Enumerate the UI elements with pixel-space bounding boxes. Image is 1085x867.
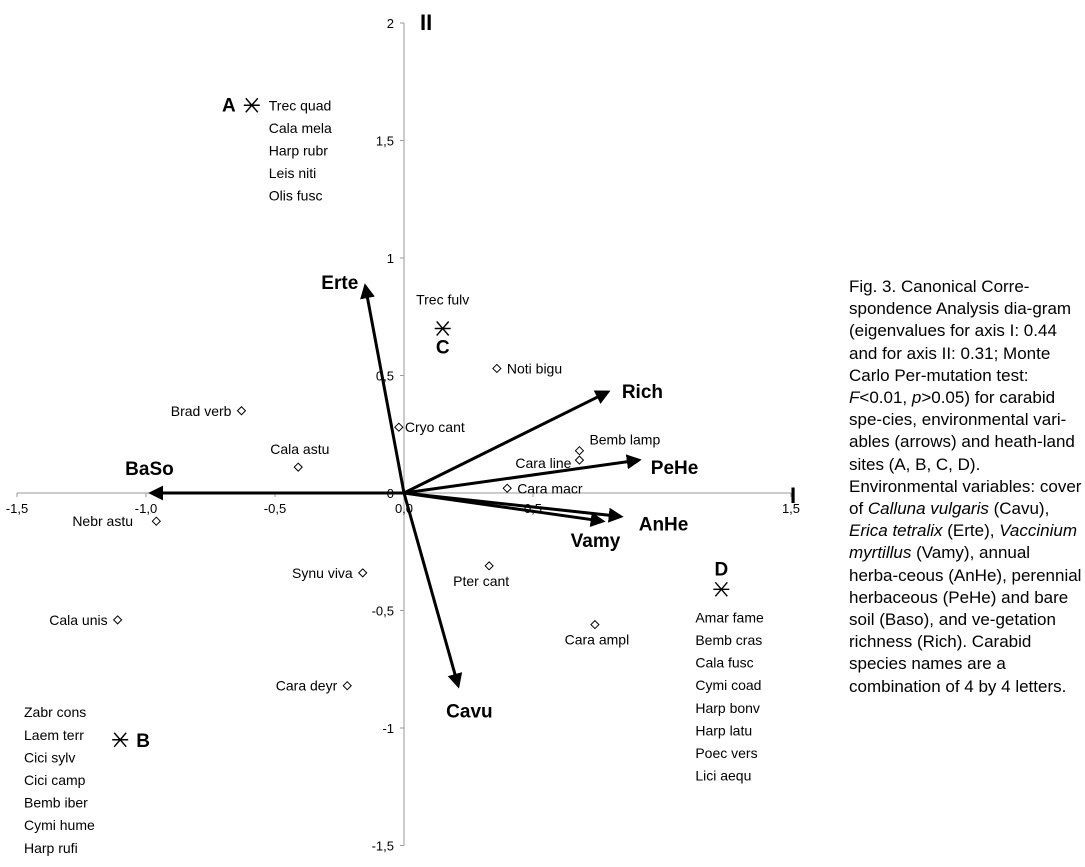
caption-calluna: Calluna vulgaris [867, 499, 989, 519]
env-label-erte: Erte [321, 273, 358, 294]
site-label-a: A [222, 95, 236, 116]
x-tick-label: 1,5 [782, 501, 800, 516]
x-axis-label: I [790, 483, 796, 508]
site-marker-d [713, 581, 730, 597]
site-label-d: D [714, 559, 728, 580]
env-label-cavu: Cavu [446, 702, 492, 723]
site-b-species: Zabr cons [24, 704, 86, 720]
site-b-species: Cici camp [24, 772, 86, 788]
species-point-synu-viva [358, 568, 368, 578]
site-label-b: B [136, 731, 150, 752]
env-label-rich: Rich [622, 382, 663, 403]
species-point-cara-macr [502, 483, 512, 494]
species-point-brad-verb [236, 406, 247, 416]
species-point-bemb-lamp [574, 445, 585, 456]
env-label-baso: BaSo [125, 459, 174, 480]
caption-text-4: (Cavu), [988, 499, 1050, 519]
y-tick-label: -0,5 [372, 604, 394, 619]
caption-text-6: (Vamy), annual herba-ceous (AnHe), peren… [849, 543, 1082, 696]
species-label-bemb-lamp: Bemb lamp [589, 432, 660, 448]
caption-text-3: >0.05) for carabid spe-cies, environment… [849, 388, 1082, 519]
site-a-species: Harp rubr [269, 142, 328, 158]
arrow-pehe [403, 454, 642, 495]
caption-vaccinium: Vaccinium myrtillus [849, 521, 1077, 563]
y-tick-label: -1,5 [372, 839, 394, 854]
site-a-species: Leis niti [269, 165, 316, 181]
caption-text-1: Fig. 3. Canonical Corre-spondence Analys… [849, 277, 1072, 385]
cca-plot: -1,5-1,0-0,50,00,51,521,510,50-0,5-1-1,5… [6, 10, 800, 856]
species-label-synu-viva: Synu viva [292, 565, 353, 581]
site-b-species: Cymi hume [24, 817, 95, 833]
site-marker-c [434, 321, 451, 336]
species-label-cara-macr: Cara macr [517, 480, 583, 496]
caption-text-2: <0.01, [859, 388, 912, 408]
site-label-c: C [436, 338, 450, 359]
species-point-cara-ampl [590, 619, 600, 630]
figure-caption: Fig. 3. Canonical Corre-spondence Analys… [849, 276, 1083, 698]
arrow-erte [360, 283, 406, 494]
site-b-species: Harp rufi [24, 840, 78, 856]
species-point-cala-unis [112, 615, 123, 625]
site-d-species: Amar fame [695, 609, 764, 625]
site-a-species: Olis fusc [269, 188, 323, 204]
y-axis-label: II [420, 10, 432, 35]
species-label-pter-cant: Pter cant [453, 573, 509, 589]
species-label-cryo-cant: Cryo cant [405, 419, 465, 435]
species-label-cara-line: Cara line [515, 455, 571, 471]
species-label-cara-ampl: Cara ampl [565, 632, 630, 648]
caption-erica: Erica tetralix [849, 521, 943, 541]
site-b-species: Cici sylv [24, 749, 75, 765]
species-point-nebr-astu [151, 516, 162, 526]
y-tick-label: 0,5 [376, 369, 394, 384]
species-point-cara-deyr [342, 680, 352, 691]
x-tick-label: -0,5 [264, 501, 286, 516]
site-d-species: Harp bonv [695, 700, 760, 716]
species-label-cala-unis: Cala unis [49, 612, 107, 628]
environmental-arrows: Erte Rich PeHe BaSo AnHe Vamy Cavu [125, 273, 698, 723]
site-d-species: Lici aequ [695, 768, 751, 784]
species-point-cryo-cant [394, 422, 404, 432]
y-tick-label: 2 [387, 16, 394, 31]
site-b-species: Laem terr [24, 727, 84, 743]
heathland-sites: A Trec quad Cala mela Harp rubr Leis niti Oli… [24, 95, 764, 856]
site-d-species: Cymi coad [695, 677, 761, 693]
species-label-noti-bigu: Noti bigu [507, 360, 562, 376]
site-a-species: Cala mela [269, 120, 332, 136]
site-c-species: Trec fulv [416, 292, 469, 308]
tick-labels: -1,5-1,0-0,50,00,51,521,510,50-0,5-1-1,5 [6, 16, 800, 854]
species-points: Noti bigu Brad verb Cryo cant Cala astu Bemb… [49, 360, 660, 693]
species-point-cara-line [574, 455, 585, 465]
caption-p-symbol: p [911, 388, 922, 408]
species-point-pter-cant [484, 561, 494, 571]
site-d-species: Harp latu [695, 722, 752, 738]
y-tick-label: 1,5 [376, 134, 394, 149]
env-label-vamy: Vamy [571, 531, 621, 552]
arrow-cavu [402, 492, 463, 689]
y-tick-label: 1 [387, 251, 394, 266]
caption-f-symbol: F [849, 388, 860, 408]
arrow-vamy [403, 491, 606, 527]
site-d-species: Cala fusc [695, 655, 753, 671]
site-marker-b [112, 732, 129, 748]
species-label-cara-deyr: Cara deyr [276, 678, 338, 694]
site-d-species: Bemb cras [695, 632, 762, 648]
species-point-noti-bigu [492, 363, 502, 374]
species-label-nebr-astu: Nebr astu [72, 513, 133, 529]
env-label-pehe: PeHe [651, 458, 699, 479]
env-label-anhe: AnHe [639, 515, 689, 536]
x-tick-label: -1,0 [135, 501, 157, 516]
site-d-species: Poec vers [695, 745, 757, 761]
x-tick-label: -1,5 [6, 501, 28, 516]
caption-text-5: (Erte), [942, 521, 1000, 541]
site-marker-a [243, 97, 260, 113]
y-tick-label: -1 [382, 721, 394, 736]
arrow-rich [403, 390, 611, 495]
species-label-cala-astu: Cala astu [270, 441, 329, 457]
species-point-cala-astu [293, 462, 303, 472]
site-a-species: Trec quad [269, 97, 332, 113]
site-b-species: Bemb iber [24, 795, 88, 811]
species-label-brad-verb: Brad verb [171, 403, 232, 419]
